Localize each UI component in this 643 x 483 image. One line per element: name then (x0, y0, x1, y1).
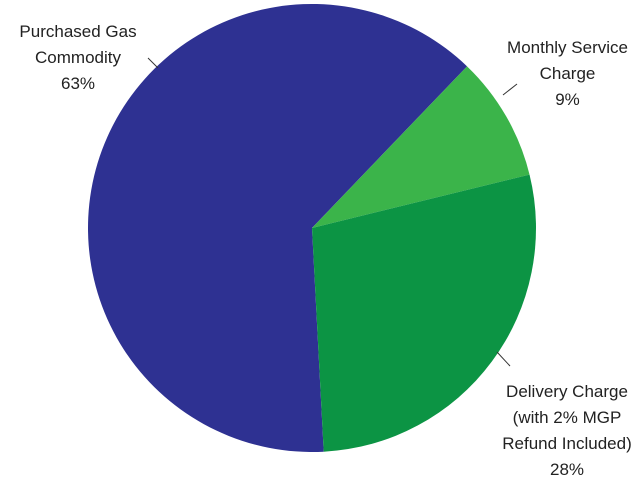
slices (88, 4, 536, 453)
slice-label: Purchased Gas Commodity 63% (3, 19, 153, 97)
category-label: Purchased Gas Commodity (19, 22, 137, 67)
slice-label: Delivery Charge (with 2% MGP Refund Incl… (492, 379, 642, 483)
pie-slice (312, 66, 530, 228)
value-label: 63% (60, 74, 96, 93)
leader-line (496, 351, 511, 367)
category-label: Delivery Charge (with 2% MGP Refund Incl… (502, 382, 632, 453)
pie-slice (88, 4, 468, 453)
slice-label: Monthly Service Charge 9% (495, 35, 640, 113)
leader-line (147, 57, 159, 69)
pie-slice (312, 174, 536, 452)
category-label: Monthly Service Charge (507, 38, 628, 83)
value-label: 9% (555, 90, 580, 109)
leader-line (502, 83, 518, 96)
value-label: 28% (549, 460, 585, 479)
